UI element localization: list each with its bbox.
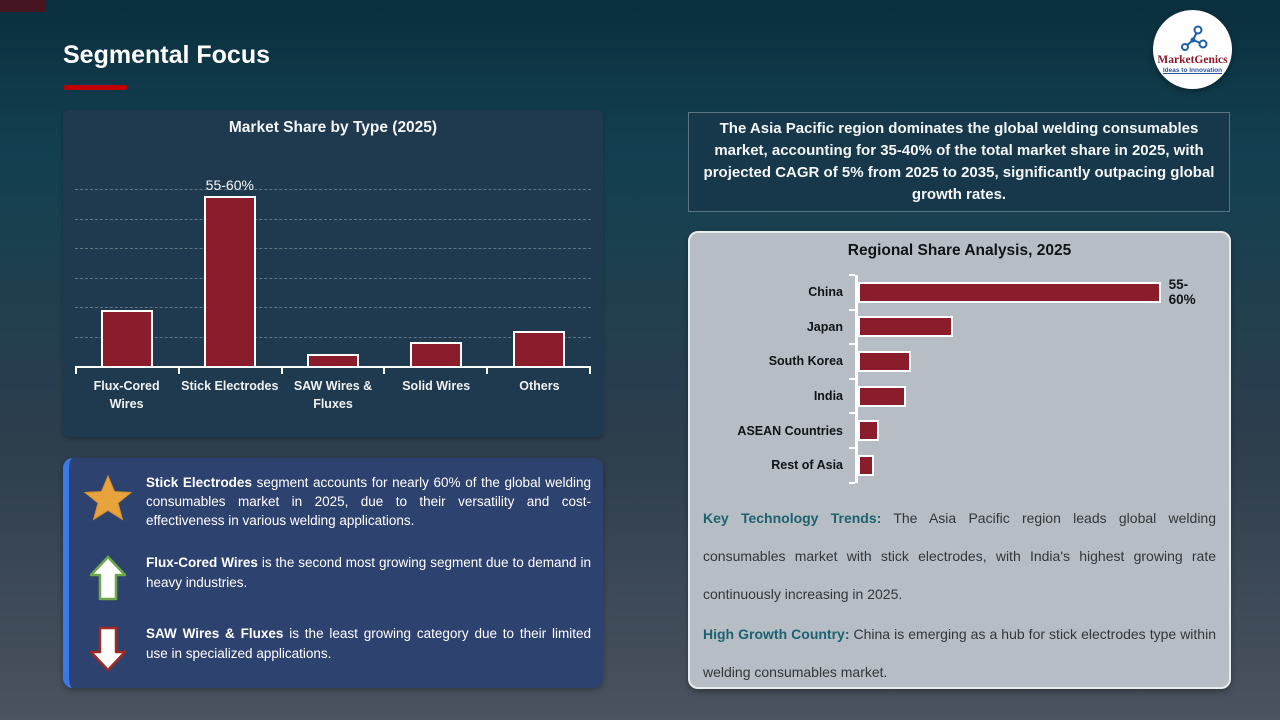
category-label-solid-wires: Solid Wires xyxy=(402,379,471,393)
insight-lead: Stick Electrodes xyxy=(146,475,252,490)
insight-text: Flux-Cored Wires is the second most grow… xyxy=(146,553,591,591)
bar-stick-electrodes xyxy=(203,196,256,366)
bar-japan xyxy=(858,316,953,338)
type-chart-title: Market Share by Type (2025) xyxy=(228,119,438,136)
bar-value-label: 55-60% xyxy=(1168,277,1196,308)
page-title: Segmental Focus xyxy=(63,41,270,69)
bar-row-rest-of-asia xyxy=(849,446,1215,483)
category-label-saw-wires-fluxes: SAW Wires & Fluxes xyxy=(293,379,373,412)
insight-lead: SAW Wires & Fluxes xyxy=(146,626,284,642)
category-label-japan: Japan xyxy=(806,319,843,334)
market-share-by-type-panel: Market Share by Type (2025) 55-60% Flux-… xyxy=(63,110,603,437)
note-body: The Asia Pacific region leads global wel… xyxy=(703,509,1216,602)
bar-asean-countries xyxy=(858,420,879,442)
insight-row-flux-cored-wires: Flux-Cored Wires is the second most grow… xyxy=(83,553,591,601)
axis-tick xyxy=(383,368,486,374)
category-label-others: Others xyxy=(519,379,560,393)
bar-row-asean-countries xyxy=(849,412,1215,448)
bar-column-flux-cored-wires xyxy=(75,310,178,366)
corner-accent-strip xyxy=(0,0,45,12)
category-label-rest-of-asia: Rest of Asia xyxy=(771,458,843,473)
category-label-asean-countries: ASEAN Countries xyxy=(737,423,843,438)
bar-rest-of-asia xyxy=(858,454,874,476)
bar-column-others xyxy=(488,331,591,366)
insight-row-saw-wires-fluxes: SAW Wires & Fluxes is the least growing … xyxy=(83,624,591,672)
bar-row-india xyxy=(849,377,1215,414)
star-icon xyxy=(83,473,133,521)
regional-chart: China Japan South Korea India ASEAN Countrie… xyxy=(700,274,1215,484)
asia-pacific-highlight-box: The Asia Pacific region dominates the gl… xyxy=(688,112,1230,212)
bar-solid-wires xyxy=(410,342,463,366)
note-body: China is emerging as a hub for stick ele… xyxy=(703,625,1216,680)
type-chart-category-labels: Flux-Cored Wires Stick Electrodes SAW Wire… xyxy=(75,377,591,413)
insight-body: is the least growing category due to the… xyxy=(146,626,591,661)
regional-chart-category-labels: China Japan South Korea India ASEAN Countrie… xyxy=(700,275,855,483)
bar-china xyxy=(858,281,1161,303)
bar-others xyxy=(513,331,566,366)
insight-body: segment accounts for nearly 60% of the g… xyxy=(146,475,592,529)
gridline xyxy=(75,307,591,308)
note-key-technology-trends: Key Technology Trends: The Asia Pacific … xyxy=(703,499,1216,613)
bar-row-china: 55-60% xyxy=(849,274,1215,310)
up-arrow-icon xyxy=(83,553,133,601)
insight-lead: Flux-Cored Wires xyxy=(146,555,258,571)
note-lead: Key Technology Trends: xyxy=(703,509,882,526)
logo-brand-text: MarketGenics xyxy=(1157,54,1228,66)
type-chart-plot: 55-60% xyxy=(75,177,591,368)
regional-chart-plot: 55-60% xyxy=(849,274,1215,484)
bar-india xyxy=(858,385,906,407)
type-chart-axis-ticks xyxy=(75,368,591,374)
bar-row-japan xyxy=(849,308,1215,345)
bar-row-south-korea xyxy=(849,343,1215,379)
regional-share-panel: Regional Share Analysis, 2025 China Japan… xyxy=(688,231,1231,689)
bar-flux-cored-wires xyxy=(100,310,153,366)
gridline xyxy=(75,218,591,220)
gridline xyxy=(75,277,591,279)
axis-tick xyxy=(177,368,281,374)
logo-tagline-text: Ideas to Innovation xyxy=(1162,67,1223,74)
title-underline xyxy=(64,85,127,90)
company-logo: MarketGenics Ideas to Innovation xyxy=(1153,10,1232,89)
gridline xyxy=(75,248,591,249)
insight-body: is the second most growing segment due t… xyxy=(146,555,591,590)
gridline xyxy=(75,336,591,338)
axis-tick xyxy=(75,368,178,374)
highlight-text: The Asia Pacific region dominates the gl… xyxy=(703,119,1215,204)
bar-south-korea xyxy=(858,350,911,372)
bar-column-saw-wires-fluxes xyxy=(281,354,384,366)
axis-tick xyxy=(486,368,591,374)
axis-tick xyxy=(280,368,384,374)
category-label-india: India xyxy=(813,389,843,404)
bar-value-label: 55-60% xyxy=(205,177,254,193)
regional-chart-title: Regional Share Analysis, 2025 xyxy=(847,242,1072,259)
category-label-flux-cored-wires: Flux-Cored Wires xyxy=(93,379,160,412)
category-label-south-korea: South Korea xyxy=(768,354,843,369)
insights-box: Stick Electrodes segment accounts for ne… xyxy=(63,458,603,688)
bar-column-solid-wires xyxy=(385,342,488,366)
gridline xyxy=(75,189,591,190)
bar-saw-wires-fluxes xyxy=(307,354,359,366)
regional-notes: Key Technology Trends: The Asia Pacific … xyxy=(703,499,1216,691)
bar-column-stick-electrodes: 55-60% xyxy=(178,177,281,366)
category-label-stick-electrodes: Stick Electrodes xyxy=(181,379,279,393)
note-lead: High Growth Country: xyxy=(703,625,850,642)
molecule-icon xyxy=(1180,25,1207,51)
note-high-growth-country: High Growth Country: China is emerging a… xyxy=(703,615,1216,691)
insight-text: SAW Wires & Fluxes is the least growing … xyxy=(146,624,591,662)
insight-text: Stick Electrodes segment accounts for ne… xyxy=(146,473,591,530)
category-label-china: China xyxy=(808,285,843,300)
insight-row-stick-electrodes: Stick Electrodes segment accounts for ne… xyxy=(83,473,591,530)
down-arrow-icon xyxy=(83,624,133,672)
